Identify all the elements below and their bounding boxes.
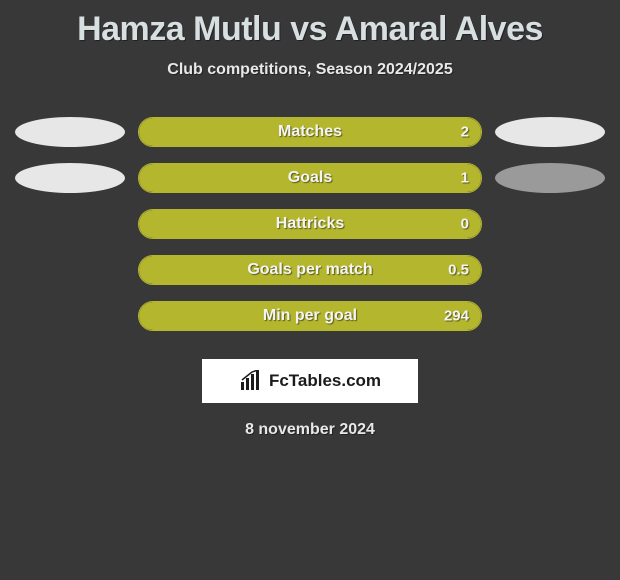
branding-text: FcTables.com [269, 371, 381, 391]
footer-date: 8 november 2024 [8, 421, 612, 439]
page-title: Hamza Mutlu vs Amaral Alves [8, 10, 612, 49]
ellipse-spacer [15, 301, 125, 331]
stat-label: Goals [288, 169, 332, 187]
player-right-ellipse [495, 117, 605, 147]
stats-list: Matches 2 Goals 1 Hattricks 0 Goals per match 0… [8, 117, 612, 331]
player-right-ellipse [495, 163, 605, 193]
stat-row: Min per goal 294 [8, 301, 612, 331]
stat-row: Goals per match 0.5 [8, 255, 612, 285]
stat-bar: Hattricks 0 [138, 209, 482, 239]
stat-value: 0 [461, 216, 469, 233]
stat-label: Min per goal [263, 307, 357, 325]
player-left-ellipse [15, 163, 125, 193]
stat-bar: Min per goal 294 [138, 301, 482, 331]
stat-value: 2 [461, 124, 469, 141]
player-left-ellipse [15, 117, 125, 147]
stat-bar: Goals 1 [138, 163, 482, 193]
stat-label: Hattricks [276, 215, 344, 233]
stat-label: Goals per match [247, 261, 372, 279]
stat-row: Matches 2 [8, 117, 612, 147]
stat-row: Hattricks 0 [8, 209, 612, 239]
ellipse-spacer [495, 301, 605, 331]
stat-value: 294 [444, 308, 469, 325]
comparison-card: Hamza Mutlu vs Amaral Alves Club competi… [0, 0, 620, 439]
page-subtitle: Club competitions, Season 2024/2025 [8, 61, 612, 79]
stat-bar: Goals per match 0.5 [138, 255, 482, 285]
stat-bar: Matches 2 [138, 117, 482, 147]
ellipse-spacer [15, 209, 125, 239]
stat-value: 0.5 [448, 262, 469, 279]
ellipse-spacer [495, 209, 605, 239]
ellipse-spacer [15, 255, 125, 285]
chart-icon [239, 370, 263, 392]
branding-box[interactable]: FcTables.com [202, 359, 418, 403]
stat-value: 1 [461, 170, 469, 187]
stat-label: Matches [278, 123, 342, 141]
ellipse-spacer [495, 255, 605, 285]
stat-row: Goals 1 [8, 163, 612, 193]
